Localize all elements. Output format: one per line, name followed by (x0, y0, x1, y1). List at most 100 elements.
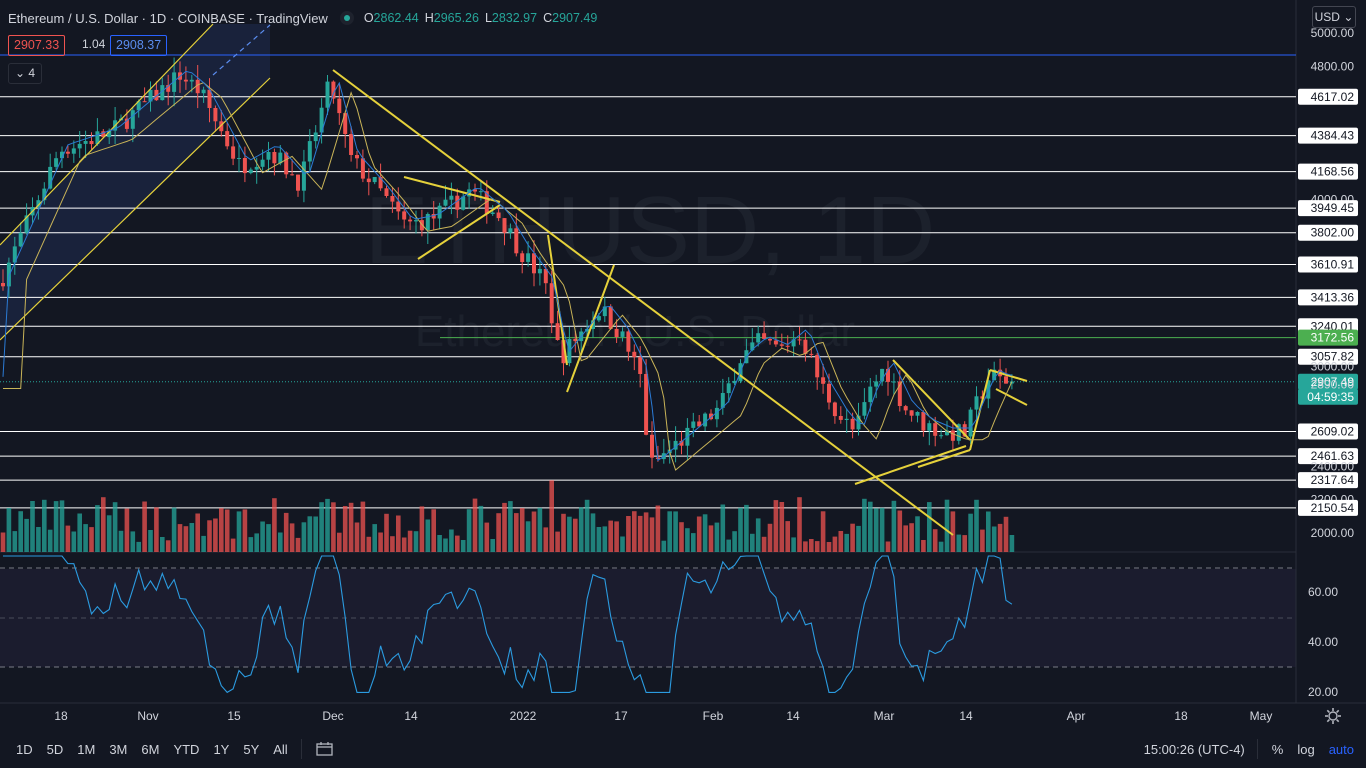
price-axis-label: 4800.00 (1311, 59, 1355, 73)
candle-body (231, 146, 235, 158)
candle-body (497, 213, 501, 219)
volume-bar (18, 511, 23, 552)
volume-bar (231, 539, 236, 552)
candle-body (916, 412, 920, 416)
volume-bar (915, 516, 920, 552)
candle-body (780, 344, 784, 345)
candle-body (904, 406, 908, 410)
volume-bar (768, 524, 773, 552)
volume-bar (95, 505, 100, 552)
price-axis-label: 4384.43 (1311, 129, 1355, 143)
auto-scale-toggle[interactable]: auto (1329, 742, 1354, 757)
volume-bar (721, 505, 726, 553)
candle-body (1004, 376, 1008, 383)
time-axis-label: 2022 (510, 709, 537, 723)
chevron-down-icon: ⌄ (1343, 10, 1353, 24)
volume-bar (821, 511, 826, 552)
volume-bar (815, 541, 820, 552)
volume-bar (30, 501, 35, 552)
candle-body (939, 435, 943, 436)
volume-bar (774, 500, 779, 552)
currency-select[interactable]: USD ⌄ (1312, 6, 1356, 28)
volume-bar (514, 513, 519, 552)
volume-bar (579, 507, 584, 552)
candle-body (833, 403, 837, 417)
buy-price-button[interactable]: 2908.37 (110, 35, 167, 56)
volume-bar (184, 526, 189, 552)
volume-bar (443, 539, 448, 553)
volume-bar (113, 502, 118, 552)
chevron-down-icon: ⌄ (15, 66, 28, 80)
symbol-legend: Ethereum / U.S. Dollar · 1D · COINBASE ·… (8, 9, 603, 27)
volume-bar (809, 539, 814, 552)
candle-body (886, 369, 890, 382)
sell-price-button[interactable]: 2907.33 (8, 35, 65, 56)
rsi-axis-label: 40.00 (1308, 635, 1338, 649)
candle-body (851, 419, 855, 430)
candle-body (326, 82, 330, 108)
candle-body (314, 133, 318, 142)
volume-bar (597, 527, 602, 552)
candle-body (644, 374, 648, 435)
price-axis-label: 2400.00 (1311, 459, 1355, 473)
price-axis-label: 2317.64 (1311, 473, 1355, 487)
candle-body (390, 196, 394, 202)
candle-body (603, 307, 607, 317)
timeframe-all[interactable]: All (266, 742, 294, 757)
volume-bar (225, 510, 230, 553)
candle-body (308, 141, 312, 161)
timeframe-1m[interactable]: 1M (70, 742, 102, 757)
symbol-title[interactable]: Ethereum / U.S. Dollar · 1D · COINBASE ·… (8, 11, 328, 26)
volume-bar (136, 542, 141, 552)
timeframe-1y[interactable]: 1Y (206, 742, 236, 757)
market-status-icon (340, 11, 354, 25)
candle-body (190, 80, 194, 82)
volume-bar (951, 511, 956, 552)
volume-bar (833, 537, 838, 552)
rsi-axis: 60.0040.0020.00 (1308, 585, 1338, 699)
volume-bar (673, 511, 678, 552)
candle-body (839, 416, 843, 420)
candle-body (444, 200, 448, 206)
candle-body (727, 383, 731, 393)
volume-bar (172, 508, 177, 552)
settings-gear-icon[interactable] (1324, 707, 1342, 725)
volume-bar (921, 540, 926, 552)
indicators-collapse-button[interactable]: ⌄ 4 (8, 63, 42, 84)
percent-scale-toggle[interactable]: % (1272, 742, 1284, 757)
candle-body (910, 410, 914, 415)
timeframe-3m[interactable]: 3M (102, 742, 134, 757)
clock-timezone[interactable]: 15:00:26 (UTC-4) (1144, 742, 1245, 757)
timeframe-ytd[interactable]: YTD (166, 742, 206, 757)
timeframe-1d[interactable]: 1D (9, 742, 40, 757)
candle-body (514, 228, 518, 253)
timeframe-5y[interactable]: 5Y (236, 742, 266, 757)
volume-bar (54, 501, 59, 552)
candle-body (632, 352, 636, 357)
volume-bar (367, 537, 372, 552)
candle-body (927, 423, 931, 431)
price-axis-label: 3172.56 (1311, 331, 1355, 345)
candle-body (874, 381, 878, 386)
candle-body (491, 213, 495, 215)
timeframe-6m[interactable]: 6M (134, 742, 166, 757)
volume-bar (213, 519, 218, 553)
timeframe-5d[interactable]: 5D (40, 742, 71, 757)
volume-bar (791, 537, 796, 552)
volume-bar (827, 542, 832, 552)
candle-body (461, 197, 465, 210)
volume-bar (667, 511, 672, 552)
candle-body (361, 158, 365, 178)
go-to-date-calendar-icon[interactable] (316, 742, 334, 756)
candle-body (449, 196, 453, 200)
volume-bar (591, 513, 596, 552)
price-axis-label: 2890.00 (1311, 378, 1355, 392)
volume-bar (620, 537, 625, 553)
volume-bar (437, 535, 442, 552)
log-scale-toggle[interactable]: log (1297, 742, 1314, 757)
volume-bar (1, 533, 6, 553)
candle-body (550, 283, 554, 323)
candle-body (809, 354, 813, 355)
ohlc-close: C2907.49 (543, 11, 597, 25)
